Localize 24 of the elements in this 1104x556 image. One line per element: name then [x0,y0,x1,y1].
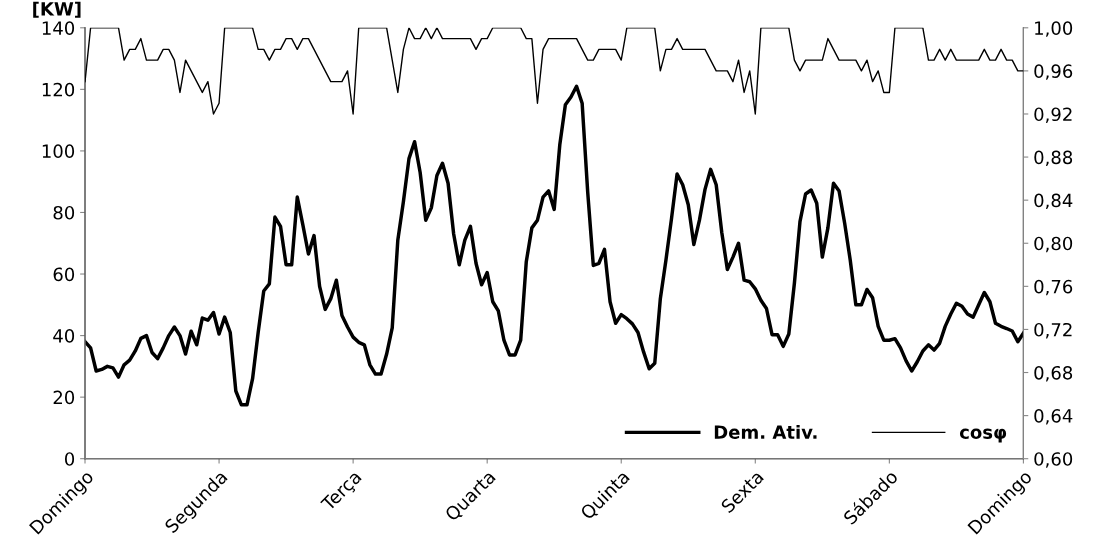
y2-tick-label: 0,80 [1034,236,1073,253]
line-series [85,84,1024,407]
y-tick-label: 140 [42,21,75,35]
y2-tick-label: 0,96 [1034,64,1073,80]
y2-tick-label: 0,72 [1034,322,1072,339]
y-tick-label: 60 [53,267,75,282]
y-tick-label: 120 [42,82,75,97]
y-tick-label: 20 [53,390,75,405]
y2-tick-label: 0,64 [1034,409,1073,425]
y2-tick-label: 1,00 [1035,21,1073,37]
y-tick-label: 100 [42,144,75,159]
y-tick-label: 0 [64,452,75,466]
y2-tick-label: 0,88 [1034,150,1073,167]
y-axis-title: [KW] [33,1,81,18]
y2-tick-label: 0,68 [1034,365,1073,382]
legend-label: Dem. Ativ. [714,424,817,439]
legend-label: cosφ [959,428,1007,443]
y2-tick-label: 0,84 [1034,193,1073,210]
y-tick-label: 80 [53,205,75,220]
y2-tick-label: 0,92 [1034,107,1072,123]
line-series [85,27,1024,115]
y-tick-label: 40 [53,329,75,343]
y2-tick-label: 0,60 [1034,452,1073,468]
y2-tick-label: 0,76 [1034,279,1073,296]
